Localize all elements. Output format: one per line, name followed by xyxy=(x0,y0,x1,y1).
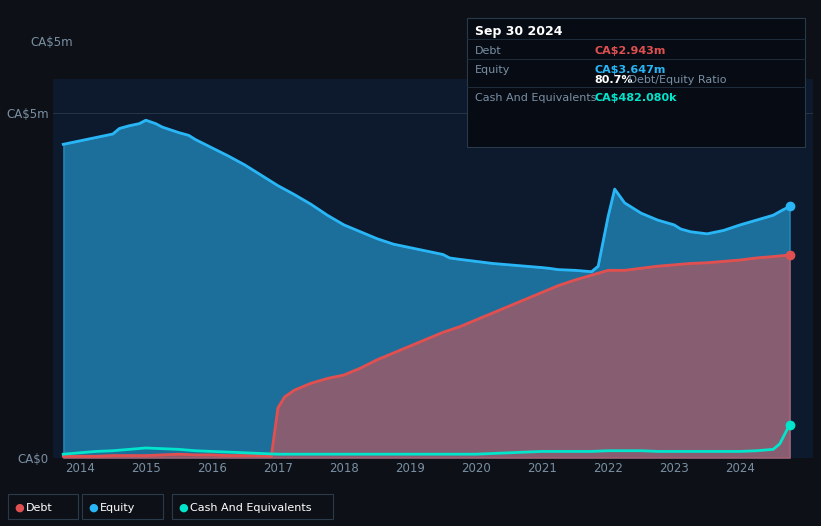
Text: CA$3.647m: CA$3.647m xyxy=(594,65,666,75)
Text: Sep 30 2024: Sep 30 2024 xyxy=(475,25,562,38)
Text: Cash And Equivalents: Cash And Equivalents xyxy=(475,93,597,103)
Text: ●: ● xyxy=(14,502,24,513)
Text: CA$2.943m: CA$2.943m xyxy=(594,46,666,56)
Text: ●: ● xyxy=(178,502,188,513)
Text: Debt/Equity Ratio: Debt/Equity Ratio xyxy=(626,75,727,85)
Text: ●: ● xyxy=(88,502,98,513)
Text: CA$482.080k: CA$482.080k xyxy=(594,93,677,103)
Text: Cash And Equivalents: Cash And Equivalents xyxy=(190,502,312,513)
Text: Debt: Debt xyxy=(475,46,502,56)
Text: CA$5m: CA$5m xyxy=(30,36,73,48)
Text: 80.7%: 80.7% xyxy=(594,75,633,85)
Text: Equity: Equity xyxy=(475,65,511,75)
Text: Equity: Equity xyxy=(100,502,135,513)
Text: Debt: Debt xyxy=(26,502,53,513)
